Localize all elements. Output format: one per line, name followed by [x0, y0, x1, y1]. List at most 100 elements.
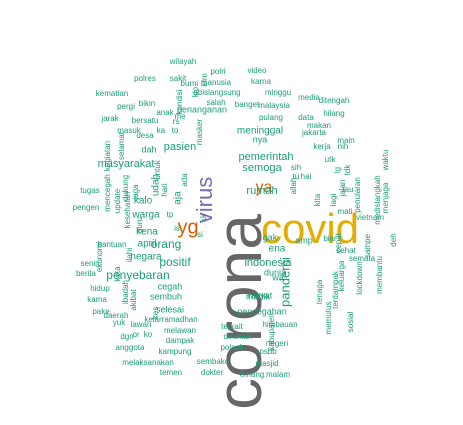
- word-salah: salah: [206, 98, 225, 107]
- word-data: data: [298, 113, 314, 122]
- word-kematian: kematian: [96, 89, 128, 98]
- word-dah: dah: [141, 144, 156, 154]
- word-me: me: [174, 112, 186, 121]
- word-jaga: jaga: [131, 184, 140, 201]
- word-sembako: sembako: [197, 357, 230, 366]
- word-senin: senin: [80, 259, 99, 268]
- word-yg: yg: [177, 216, 198, 238]
- word-keluarga: keluarga: [337, 260, 346, 291]
- word-dokter: dokter: [201, 368, 224, 377]
- word-mencegah: mencegah: [103, 174, 112, 211]
- word-polsek: polsek: [220, 343, 244, 352]
- word-untuk: untuk: [153, 159, 162, 180]
- word-bikin: bikin: [139, 99, 155, 108]
- word-medislangkah: medislangkah: [373, 175, 382, 224]
- word-pulang: pulang: [259, 113, 283, 122]
- word-kabupaten: kabupaten: [267, 313, 276, 350]
- word-or: or: [132, 330, 139, 339]
- word-media: media: [298, 93, 320, 102]
- word-tdk: tdk: [343, 164, 352, 176]
- word-sakit: sakit: [170, 74, 187, 83]
- word-kota: kota: [113, 266, 122, 282]
- word-selesai: selesai: [156, 304, 184, 314]
- word-abislangsung: abislangsung: [193, 88, 240, 97]
- word-ada: ada: [180, 173, 189, 187]
- word-tp: tp: [167, 210, 174, 219]
- word-bantuan: bantuan: [98, 240, 127, 249]
- word-ka: ka: [157, 126, 166, 135]
- word-penyebaran: penyebaran: [106, 268, 169, 282]
- word-kesehatan: kesehatan: [123, 192, 132, 229]
- word-masuk: masuk: [117, 126, 142, 135]
- word-sehat: sehat: [336, 246, 356, 255]
- word-kerja: kerja: [313, 142, 331, 151]
- word-is: is: [174, 224, 180, 233]
- word-kelarramadhan: kelarramadhan: [144, 315, 197, 324]
- word-rumah: rumah: [246, 185, 277, 197]
- word-berita: berita: [76, 269, 97, 278]
- word-lg: lg: [333, 167, 342, 173]
- word-dukung: dukung: [121, 175, 130, 201]
- word-dunia: dunia: [264, 267, 286, 277]
- word-ekonomi: ekonomi: [95, 242, 104, 272]
- word-klo: klo: [191, 86, 200, 97]
- word-masker: masker: [195, 119, 204, 146]
- word-manusia: manusia: [201, 78, 232, 87]
- word-ko: ko: [144, 330, 153, 339]
- word-akibat: akibat: [129, 289, 138, 311]
- word-terdampak: terdampak: [331, 270, 340, 309]
- word-rakyat: rakyat: [248, 290, 273, 300]
- word-amp: amp: [295, 235, 313, 245]
- word-makan: makan: [307, 121, 331, 130]
- word-lockdown: lockdown: [355, 261, 364, 294]
- word-ena: ena: [269, 244, 286, 255]
- word-jakarta: jakarta: [301, 128, 327, 137]
- word-orang: orang: [151, 237, 182, 251]
- word-covid: covid: [261, 205, 359, 252]
- word-indonesia: indonesia: [244, 257, 292, 269]
- word-tau: tau: [342, 185, 353, 194]
- word-menjaga: menjaga: [381, 182, 390, 213]
- word-anggota: anggota: [116, 343, 145, 352]
- word-cepat: cepat: [334, 232, 343, 252]
- word-rs: rs: [173, 117, 180, 126]
- word-gak: gak: [263, 232, 278, 242]
- word-pengen: pengen: [73, 203, 100, 212]
- word-psbb: psbb: [259, 347, 277, 356]
- word-cegah: cegah: [158, 281, 183, 291]
- word-semata: semata: [349, 254, 376, 263]
- word-video: video: [247, 66, 267, 75]
- word-ya: ya: [256, 179, 273, 196]
- word-temen: temen: [160, 368, 182, 377]
- word-kk: kk: [199, 213, 208, 222]
- word-daerah: daerah: [104, 311, 129, 320]
- word-aja: aja: [173, 191, 184, 205]
- word-membantu: membantu: [375, 256, 384, 294]
- word-dgn: dgn: [120, 332, 133, 341]
- word-waktu: waktu: [381, 150, 390, 172]
- word-pemerintah: pemerintah: [238, 151, 293, 163]
- word-wa: wa: [271, 272, 284, 282]
- word-negara: negara: [130, 252, 162, 263]
- word-melaksanakan: melaksanakan: [122, 358, 174, 367]
- word-penularan: penularan: [353, 177, 362, 213]
- word-nya: nya: [253, 134, 268, 144]
- word-kena: kena: [136, 227, 158, 238]
- word-tu: tu: [293, 172, 300, 181]
- word-nih: nih: [338, 142, 349, 151]
- word-pake: pake: [92, 307, 110, 316]
- word-desa: desa: [136, 131, 154, 140]
- word-main: main: [337, 136, 354, 145]
- word-masyarakat: masyarakat: [98, 158, 155, 170]
- word-ditengah: ditengah: [319, 96, 350, 105]
- word-virus: virus: [192, 177, 217, 223]
- word-malam: malam: [266, 370, 290, 379]
- word-negeri: negeri: [266, 339, 288, 348]
- word-hidup: hidup: [90, 284, 110, 293]
- word-update: update: [113, 188, 122, 213]
- word-karna: karna: [251, 77, 272, 86]
- word-emang: emang: [240, 370, 264, 379]
- word-hari: hari: [160, 183, 169, 197]
- word-guru: guru: [135, 217, 144, 233]
